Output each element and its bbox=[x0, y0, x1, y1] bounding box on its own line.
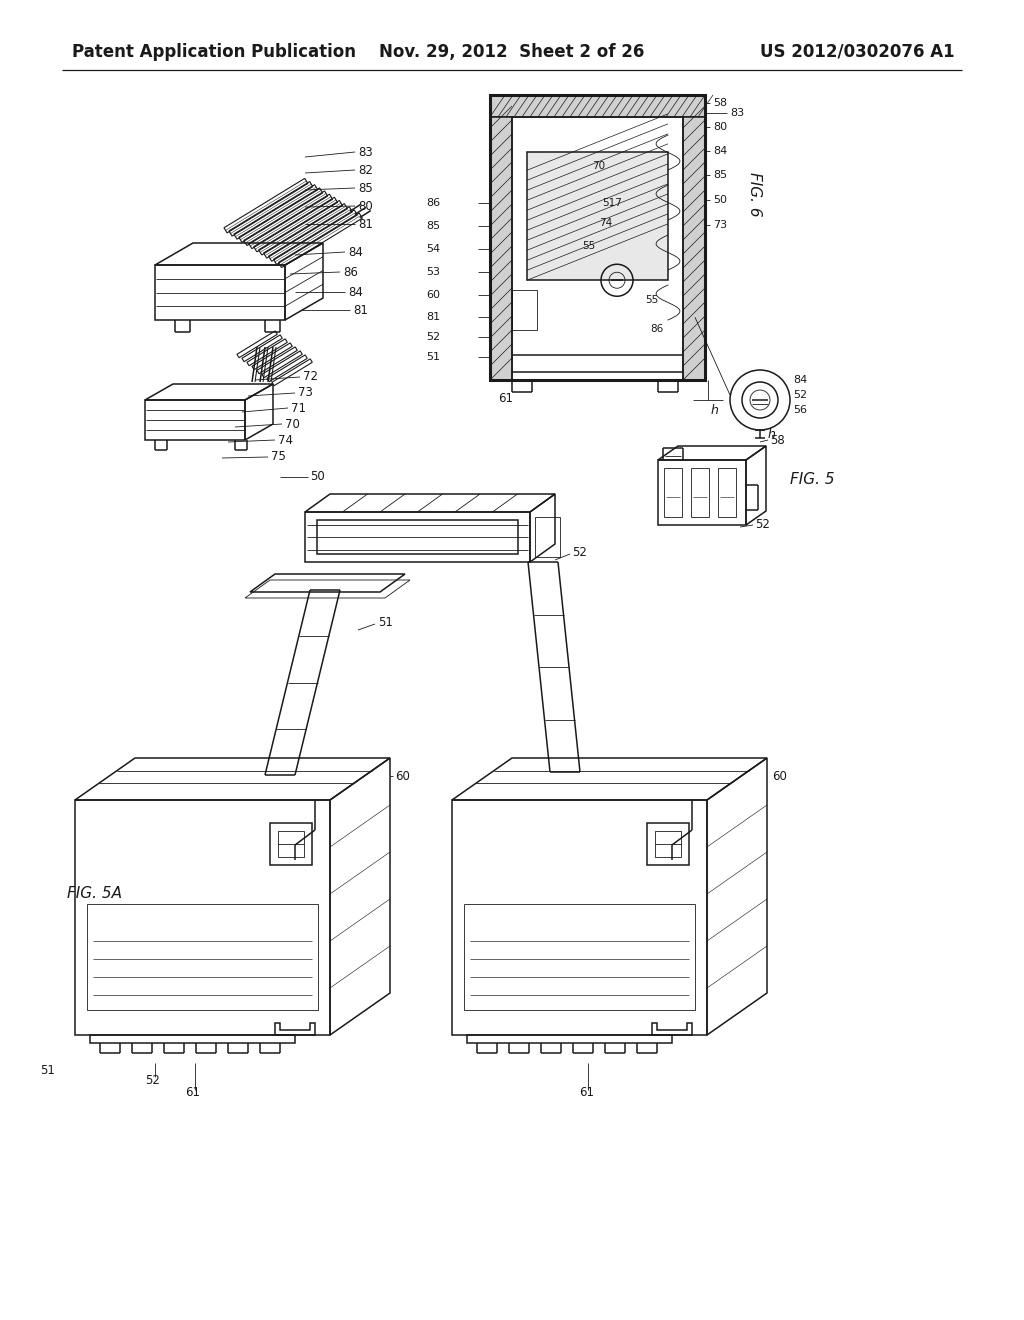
Polygon shape bbox=[490, 95, 705, 117]
Polygon shape bbox=[683, 117, 705, 380]
Text: 55: 55 bbox=[645, 296, 658, 305]
Text: 60: 60 bbox=[772, 770, 786, 783]
Text: FIG. 5: FIG. 5 bbox=[790, 473, 835, 487]
Text: 56: 56 bbox=[793, 405, 807, 414]
Text: 73: 73 bbox=[298, 387, 313, 400]
Text: 61: 61 bbox=[498, 392, 513, 404]
Text: 74: 74 bbox=[599, 218, 612, 228]
Text: 72: 72 bbox=[303, 371, 318, 384]
Text: 80: 80 bbox=[713, 121, 727, 132]
Text: 55: 55 bbox=[582, 242, 595, 251]
Text: FIG. 6: FIG. 6 bbox=[746, 173, 762, 216]
Text: h: h bbox=[768, 428, 776, 441]
Text: 53: 53 bbox=[426, 267, 440, 277]
Text: 70: 70 bbox=[285, 417, 300, 430]
Text: 71: 71 bbox=[291, 401, 306, 414]
Text: 52: 52 bbox=[793, 389, 807, 400]
Text: 52: 52 bbox=[755, 519, 770, 532]
Text: Patent Application Publication: Patent Application Publication bbox=[72, 44, 356, 61]
Text: 52: 52 bbox=[145, 1073, 160, 1086]
Text: 58: 58 bbox=[713, 98, 727, 108]
Text: US 2012/0302076 A1: US 2012/0302076 A1 bbox=[761, 44, 955, 61]
Polygon shape bbox=[490, 117, 512, 380]
Text: 60: 60 bbox=[426, 289, 440, 300]
Text: 84: 84 bbox=[348, 285, 362, 298]
Text: 51: 51 bbox=[40, 1064, 55, 1077]
Text: 85: 85 bbox=[358, 181, 373, 194]
Text: 83: 83 bbox=[730, 108, 744, 117]
Text: 51: 51 bbox=[426, 352, 440, 362]
Text: 84: 84 bbox=[713, 147, 727, 156]
Text: 50: 50 bbox=[310, 470, 325, 483]
Text: FIG. 5A: FIG. 5A bbox=[67, 887, 122, 902]
Text: 61: 61 bbox=[580, 1086, 595, 1100]
Text: 60: 60 bbox=[395, 770, 410, 783]
Polygon shape bbox=[527, 152, 668, 280]
Text: 84: 84 bbox=[793, 375, 807, 385]
Text: 86: 86 bbox=[426, 198, 440, 209]
Text: 81: 81 bbox=[426, 313, 440, 322]
Text: 81: 81 bbox=[353, 304, 368, 317]
Text: 85: 85 bbox=[426, 220, 440, 231]
Text: 58: 58 bbox=[770, 433, 784, 446]
Text: 85: 85 bbox=[713, 170, 727, 180]
Text: 80: 80 bbox=[358, 199, 373, 213]
Text: 52: 52 bbox=[426, 333, 440, 342]
Text: 50: 50 bbox=[713, 195, 727, 205]
Text: 86: 86 bbox=[343, 265, 357, 279]
Text: 82: 82 bbox=[358, 164, 373, 177]
Text: 74: 74 bbox=[278, 433, 293, 446]
Text: 51: 51 bbox=[378, 615, 393, 628]
Text: h: h bbox=[711, 404, 719, 417]
Text: 70: 70 bbox=[592, 161, 605, 172]
Text: 52: 52 bbox=[572, 545, 587, 558]
Text: 61: 61 bbox=[185, 1086, 200, 1100]
Text: 517: 517 bbox=[602, 198, 622, 209]
Text: 83: 83 bbox=[358, 145, 373, 158]
Text: 75: 75 bbox=[271, 450, 286, 463]
Text: 81: 81 bbox=[358, 218, 373, 231]
Text: 86: 86 bbox=[650, 323, 664, 334]
Text: Nov. 29, 2012  Sheet 2 of 26: Nov. 29, 2012 Sheet 2 of 26 bbox=[379, 44, 645, 61]
Text: 84: 84 bbox=[348, 246, 362, 259]
Text: 54: 54 bbox=[426, 244, 440, 253]
Text: 73: 73 bbox=[713, 220, 727, 230]
